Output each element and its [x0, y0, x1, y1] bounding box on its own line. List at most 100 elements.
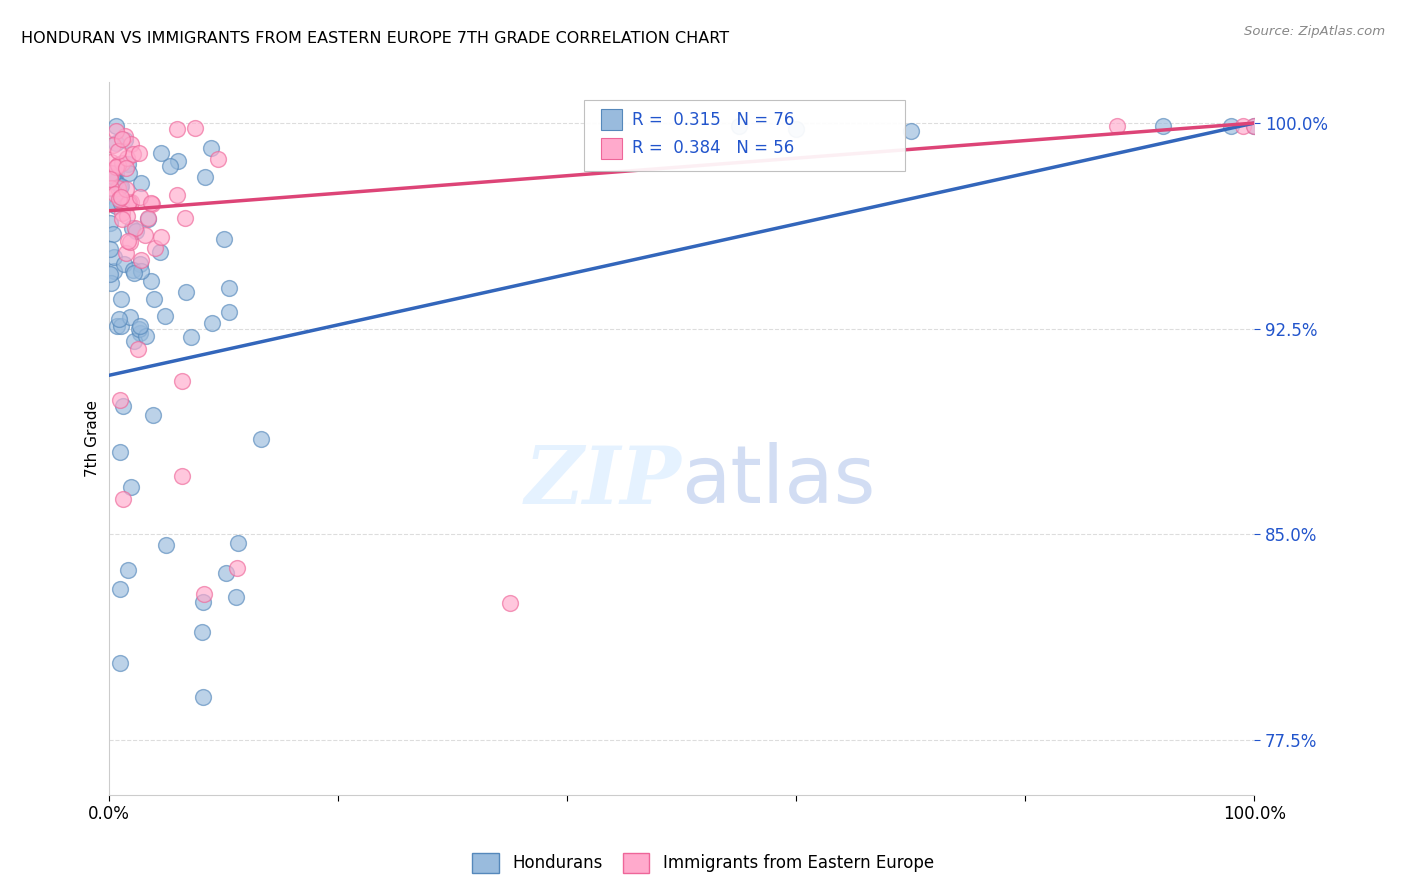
FancyBboxPatch shape [583, 100, 905, 171]
Point [104, 175, 127, 189]
Point [118, 310, 141, 324]
Point [105, 199, 128, 213]
Point [129, 264, 152, 278]
Point [115, 161, 138, 175]
Point [1243, 119, 1265, 133]
Point [112, 492, 135, 507]
Point [101, 137, 124, 152]
Point [107, 144, 129, 158]
Point [110, 190, 132, 204]
Point [135, 328, 157, 343]
Point [112, 257, 135, 271]
Point [129, 252, 152, 267]
Point [141, 196, 163, 211]
Point [166, 153, 188, 168]
Point [108, 582, 131, 597]
Point [121, 220, 143, 235]
Point [103, 250, 125, 264]
Point [201, 316, 224, 330]
Point [110, 319, 132, 334]
Point [128, 146, 150, 161]
Point [129, 176, 152, 190]
Point [112, 399, 135, 413]
Text: Source: ZipAtlas.com: Source: ZipAtlas.com [1244, 25, 1385, 38]
Y-axis label: 7th Grade: 7th Grade [86, 400, 100, 477]
Point [100, 154, 122, 169]
Point [142, 408, 165, 422]
Point [122, 267, 145, 281]
Point [117, 196, 139, 211]
Point [191, 625, 214, 640]
Point [1105, 119, 1128, 133]
Point [108, 392, 131, 407]
Point [101, 227, 124, 241]
Point [104, 119, 127, 133]
Point [122, 263, 145, 277]
Point [104, 136, 127, 151]
Point [100, 166, 122, 180]
Point [111, 131, 134, 145]
Point [498, 596, 520, 610]
Point [110, 292, 132, 306]
Point [183, 120, 205, 135]
Point [105, 319, 128, 334]
Point [108, 445, 131, 459]
Point [122, 147, 145, 161]
Point [1152, 119, 1174, 133]
Point [129, 257, 152, 271]
Point [193, 587, 215, 601]
Point [100, 276, 122, 290]
Point [98, 267, 121, 281]
Point [215, 566, 238, 581]
Point [1232, 119, 1254, 133]
Point [98, 172, 121, 186]
Point [104, 186, 127, 201]
Point [117, 235, 139, 249]
Point [103, 166, 125, 180]
Point [108, 311, 131, 326]
Point [127, 343, 149, 357]
Point [110, 656, 132, 670]
Point [150, 146, 173, 161]
Point [107, 181, 129, 195]
FancyBboxPatch shape [602, 137, 621, 159]
Point [142, 293, 165, 307]
Point [149, 245, 172, 260]
Text: HONDURAN VS IMMIGRANTS FROM EASTERN EUROPE 7TH GRADE CORRELATION CHART: HONDURAN VS IMMIGRANTS FROM EASTERN EURO… [21, 31, 730, 46]
Point [110, 180, 132, 194]
Point [120, 195, 142, 210]
Point [228, 535, 250, 549]
Point [114, 133, 136, 147]
Point [191, 594, 214, 608]
Point [249, 433, 271, 447]
Point [115, 181, 138, 195]
Point [125, 224, 148, 238]
Point [115, 152, 138, 166]
Point [155, 310, 177, 324]
Point [104, 166, 127, 180]
Point [118, 235, 141, 250]
Point [139, 196, 162, 211]
Point [111, 156, 134, 170]
Point [193, 690, 215, 704]
Point [117, 166, 139, 180]
Point [98, 242, 121, 256]
Point [1220, 119, 1243, 133]
Point [900, 124, 922, 138]
Point [100, 195, 122, 210]
Point [100, 181, 122, 195]
Point [159, 160, 181, 174]
Point [785, 121, 807, 136]
FancyBboxPatch shape [602, 109, 621, 130]
Point [98, 216, 121, 230]
Point [218, 281, 240, 295]
Point [122, 334, 145, 349]
Point [117, 156, 139, 170]
Point [124, 221, 146, 235]
Point [225, 591, 247, 605]
Point [143, 241, 166, 255]
Point [108, 192, 131, 206]
Point [174, 211, 197, 225]
Point [194, 169, 217, 184]
Point [115, 209, 138, 223]
